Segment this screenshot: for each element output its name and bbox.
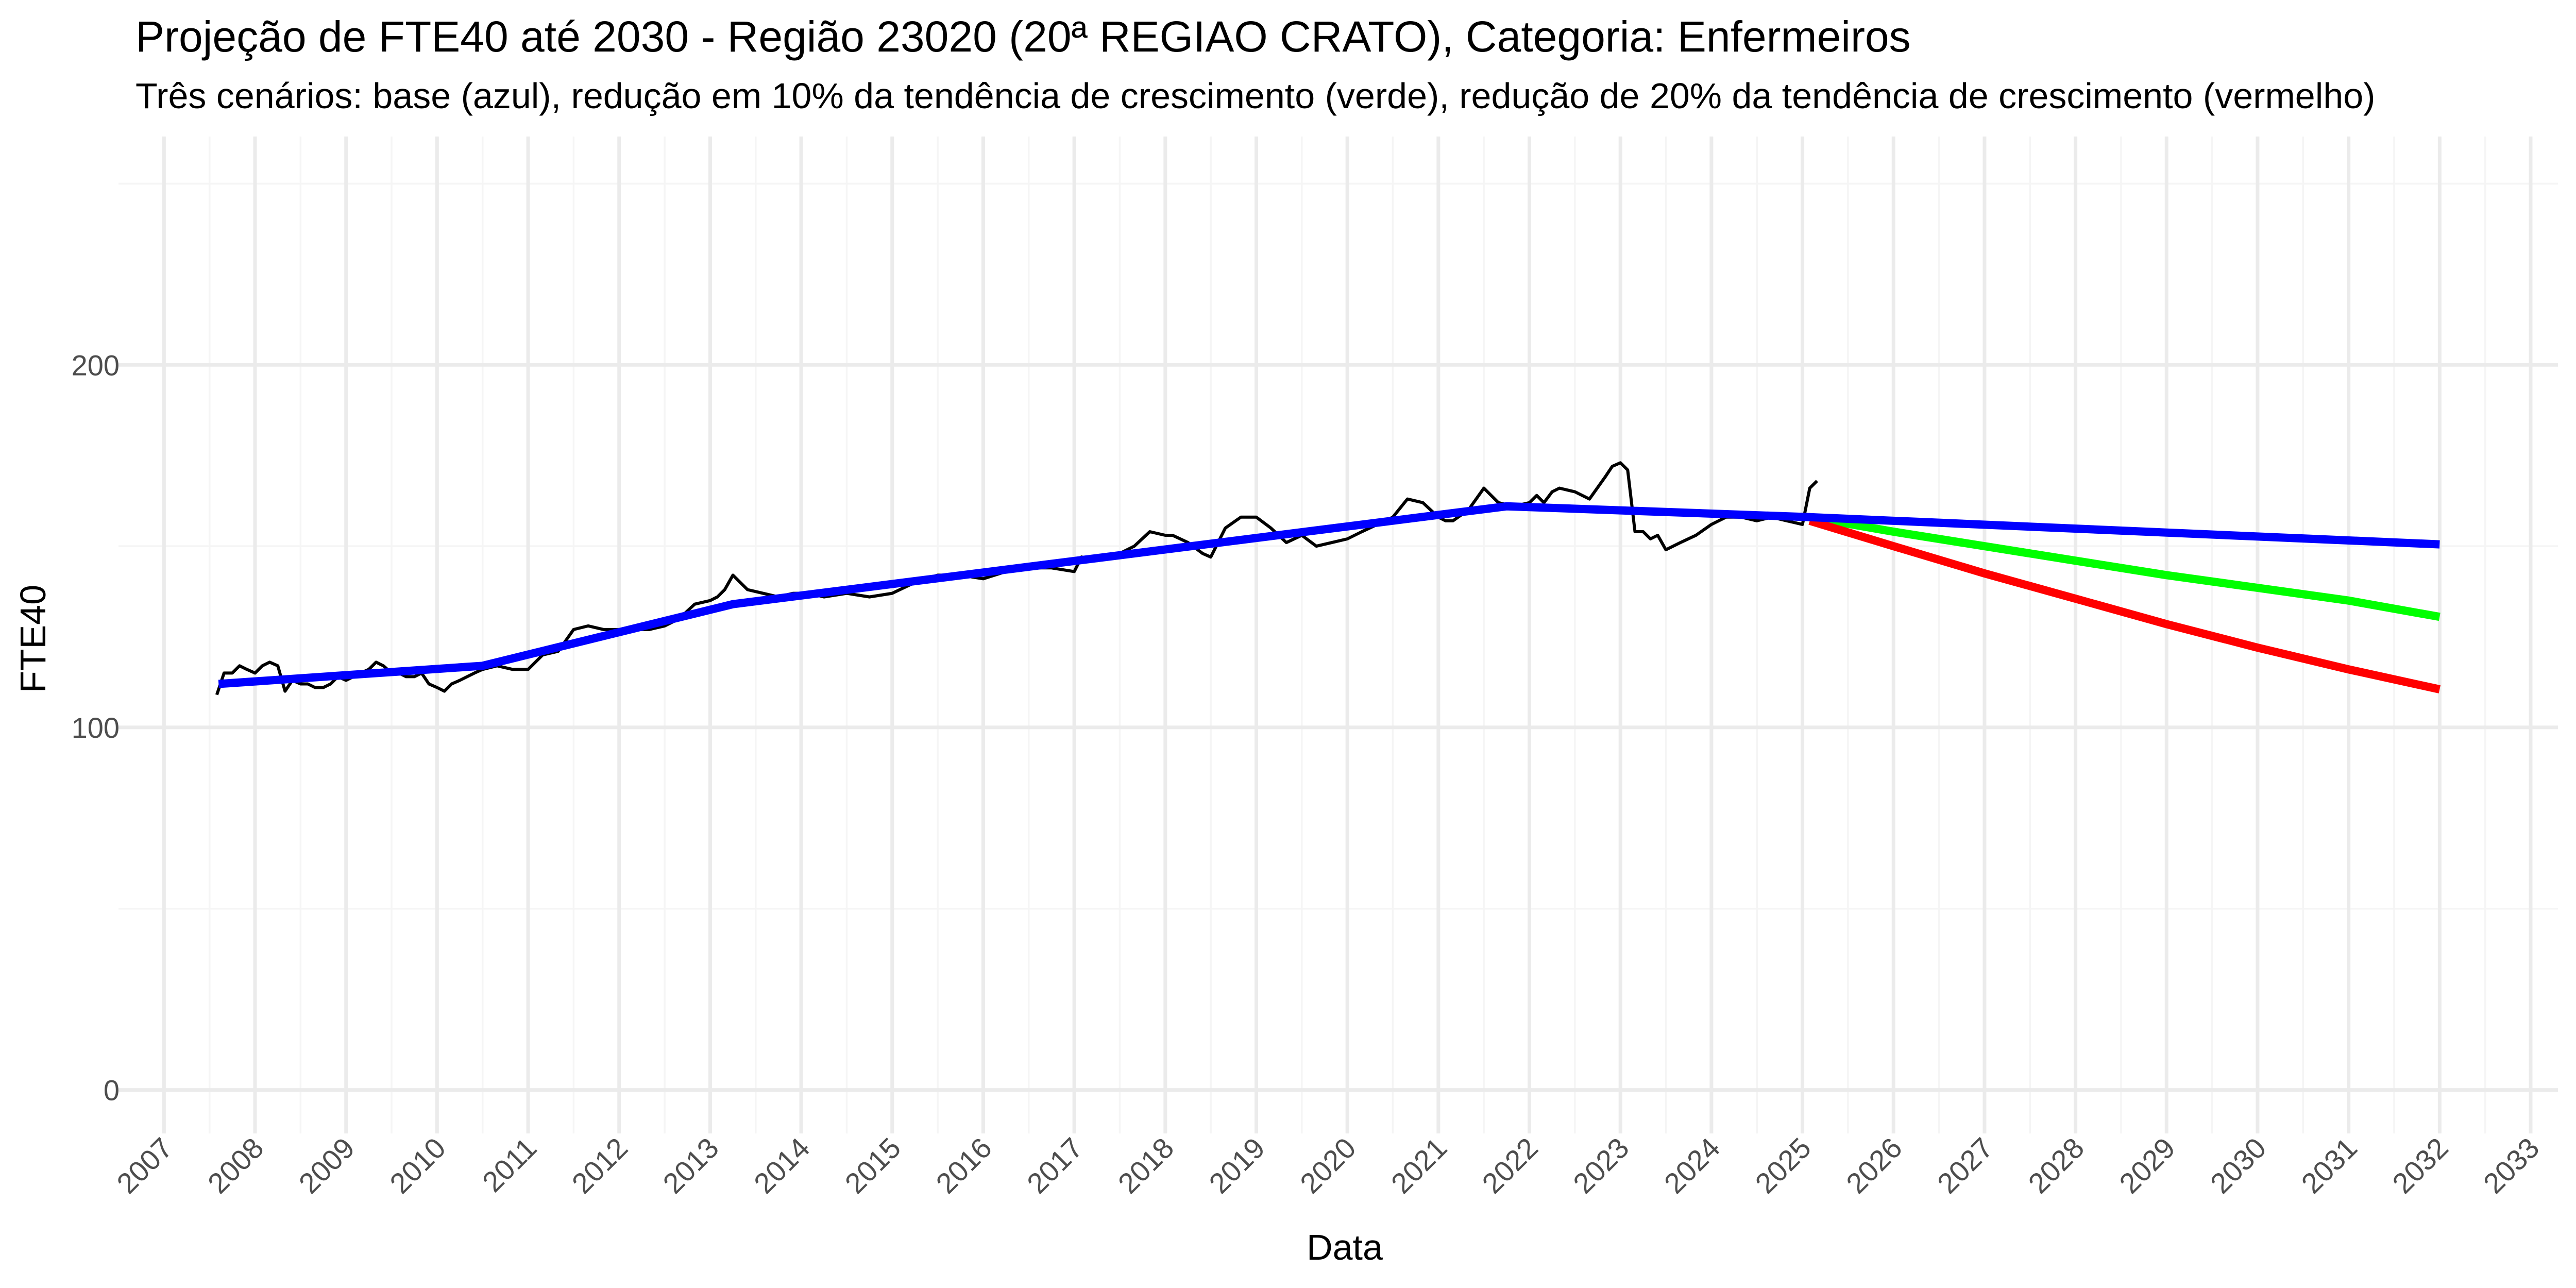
series-line-green xyxy=(1809,513,2441,621)
plot-grid xyxy=(118,137,2558,1133)
x-axis-title: Data xyxy=(1307,1227,1383,1267)
y-tick-label: 100 xyxy=(72,711,120,744)
series-line-red xyxy=(1808,517,2441,693)
chart-title: Projeção de FTE40 até 2030 - Região 2302… xyxy=(135,12,1911,61)
x-tick-label: 2030 xyxy=(2204,1131,2273,1200)
series-line-base xyxy=(218,502,2440,688)
x-tick-label: 2013 xyxy=(656,1131,725,1200)
x-tick-label: 2028 xyxy=(2022,1131,2090,1200)
axis-ticks: 0 100 200 2007 2008 2009 2010 2011 2012 2013 2014 2… xyxy=(72,349,2546,1199)
x-tick-label: 2017 xyxy=(1021,1131,1089,1200)
y-tick-label: 200 xyxy=(72,349,120,381)
x-tick-label: 2008 xyxy=(201,1131,270,1200)
x-tick-label: 2011 xyxy=(476,1131,543,1198)
x-tick-label: 2015 xyxy=(839,1131,907,1200)
x-tick-label: 2031 xyxy=(2295,1131,2363,1200)
x-tick-label: 2012 xyxy=(566,1131,634,1200)
y-tick-label: 0 xyxy=(104,1074,120,1107)
x-tick-label: 2009 xyxy=(293,1131,361,1200)
x-tick-label: 2020 xyxy=(1294,1131,1362,1200)
x-tick-label: 2022 xyxy=(1476,1131,1544,1200)
x-tick-label: 2029 xyxy=(2113,1131,2181,1200)
x-tick-label: 2027 xyxy=(1931,1131,1999,1200)
series-line-observed xyxy=(215,461,1818,696)
x-tick-label: 2021 xyxy=(1385,1131,1453,1200)
x-tick-label: 2023 xyxy=(1567,1131,1635,1200)
x-tick-label: 2007 xyxy=(110,1131,179,1200)
x-tick-label: 2019 xyxy=(1202,1131,1271,1200)
x-tick-label: 2026 xyxy=(1840,1131,1908,1200)
x-tick-label: 2014 xyxy=(748,1131,816,1200)
chart-subtitle: Três cenários: base (azul), redução em 1… xyxy=(135,76,2375,116)
plot-series xyxy=(215,461,2441,696)
x-tick-label: 2025 xyxy=(1749,1131,1817,1200)
x-tick-label: 2018 xyxy=(1112,1131,1180,1200)
x-tick-label: 2032 xyxy=(2386,1131,2454,1200)
x-tick-label: 2033 xyxy=(2477,1131,2546,1200)
x-tick-label: 2010 xyxy=(383,1131,452,1200)
x-tick-label: 2024 xyxy=(1658,1131,1726,1200)
y-axis-title: FTE40 xyxy=(13,585,53,693)
x-tick-label: 2016 xyxy=(929,1131,998,1200)
